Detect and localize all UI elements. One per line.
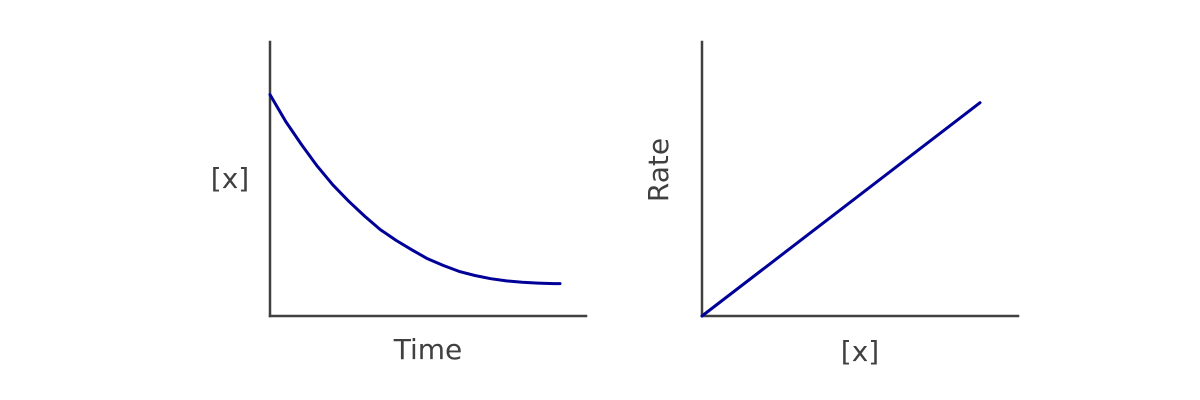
chart-panel-concentration-vs-time: Time [x] <box>211 40 588 366</box>
series-line <box>268 93 562 286</box>
series-line <box>700 101 982 318</box>
y-axis-label: Rate <box>642 138 675 202</box>
x-axis-label: [x] <box>841 335 879 368</box>
y-axis-label: [x] <box>211 162 249 195</box>
chart-panel-rate-vs-concentration: [x] Rate <box>642 40 1020 368</box>
x-axis-label: Time <box>393 333 463 366</box>
